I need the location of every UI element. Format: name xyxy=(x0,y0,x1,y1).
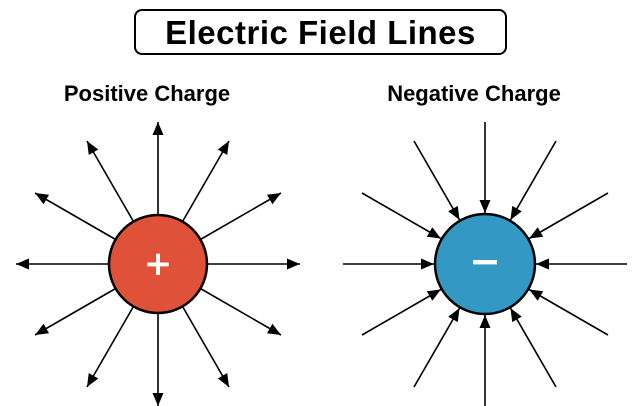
field-line-1-7 xyxy=(361,192,443,240)
field-line-0-7 xyxy=(34,192,116,241)
arrowhead-0-0 xyxy=(287,258,300,270)
field-line-0-1 xyxy=(200,287,282,336)
arrowhead-1-7 xyxy=(426,227,441,239)
field-line-0-4 xyxy=(86,306,135,388)
negative-charge-diagram: − xyxy=(343,122,627,406)
arrowhead-0-6 xyxy=(16,258,29,270)
positive-charge-diagram: + xyxy=(16,122,300,406)
arrowhead-1-4 xyxy=(448,308,460,323)
arrowhead-0-3 xyxy=(152,393,164,406)
arrowhead-0-7 xyxy=(35,193,50,205)
positive-charge-circle xyxy=(107,213,209,315)
positive-charge-label: Positive Charge xyxy=(63,81,231,106)
field-line-1-5 xyxy=(361,288,443,336)
arrowhead-1-10 xyxy=(510,205,522,220)
field-line-1-8 xyxy=(413,140,461,222)
minus-sign: − xyxy=(469,239,501,283)
field-line-0-10 xyxy=(181,140,230,222)
field-line-1-11 xyxy=(527,192,609,240)
diagram-title: Electric Field Lines xyxy=(165,13,476,51)
arrowhead-0-4 xyxy=(87,372,99,387)
arrowhead-1-5 xyxy=(426,289,441,301)
arrowhead-1-6 xyxy=(421,258,434,270)
field-line-0-5 xyxy=(34,287,116,336)
negative-charge-circle xyxy=(433,212,537,316)
arrowhead-0-2 xyxy=(217,372,229,387)
field-line-0-11 xyxy=(200,192,282,241)
arrowhead-1-11 xyxy=(529,227,544,239)
arrowhead-0-5 xyxy=(35,323,50,335)
arrowhead-1-1 xyxy=(529,289,544,301)
arrowhead-1-0 xyxy=(536,258,549,270)
field-line-1-2 xyxy=(509,306,557,388)
arrowhead-1-9 xyxy=(479,200,491,213)
arrowhead-1-3 xyxy=(479,315,491,328)
title-box: Electric Field Lines xyxy=(134,9,507,55)
field-line-0-8 xyxy=(86,140,135,222)
arrowhead-0-9 xyxy=(152,122,164,135)
negative-charge-label: Negative Charge xyxy=(387,81,561,106)
arrowhead-0-11 xyxy=(266,193,281,205)
field-line-1-4 xyxy=(413,306,461,388)
field-line-0-2 xyxy=(181,306,230,388)
plus-sign: + xyxy=(144,244,173,284)
arrowhead-0-10 xyxy=(217,141,229,156)
arrowhead-1-2 xyxy=(510,308,522,323)
arrowhead-0-1 xyxy=(266,323,281,335)
arrowhead-1-8 xyxy=(448,205,460,220)
field-line-1-10 xyxy=(509,140,557,222)
arrowhead-0-8 xyxy=(87,141,99,156)
field-line-1-1 xyxy=(527,288,609,336)
